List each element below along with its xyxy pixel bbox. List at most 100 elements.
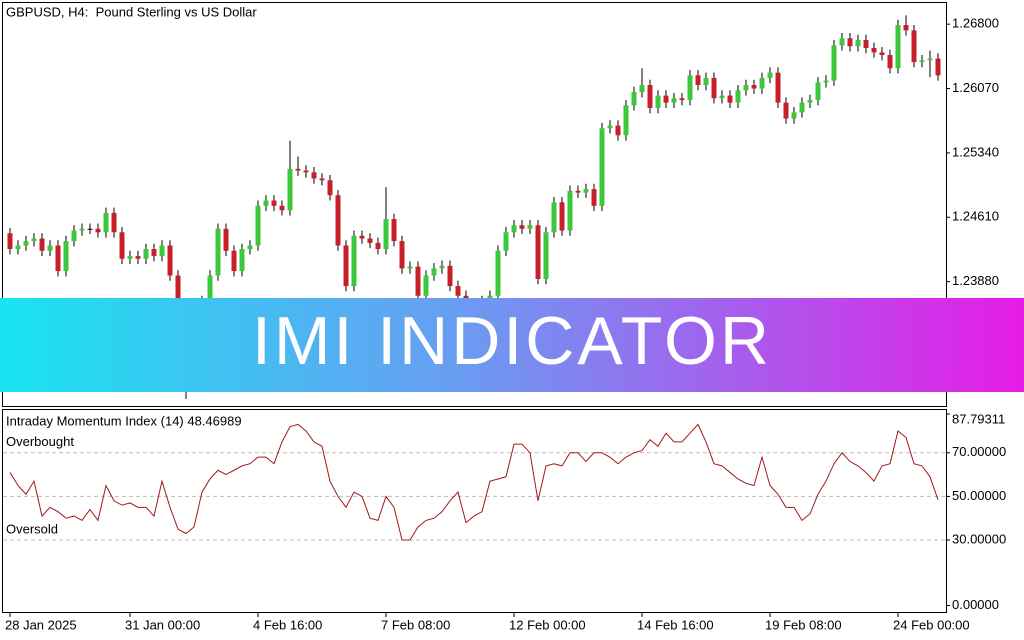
candle-body <box>95 228 101 233</box>
candle-body <box>823 80 829 83</box>
y-tick-label: 30.00000 <box>952 531 1006 546</box>
candle-body <box>935 58 941 76</box>
candle-body <box>551 202 557 233</box>
candle-body <box>679 98 685 101</box>
candle-body <box>663 95 669 103</box>
candle-body <box>639 85 645 93</box>
candle-body <box>895 25 901 69</box>
candle-body <box>335 195 341 246</box>
level-label: Overbought <box>6 434 74 449</box>
candle-body <box>279 205 285 211</box>
candle-body <box>775 72 781 103</box>
candle-body <box>607 125 613 129</box>
candle-body <box>735 90 741 103</box>
candle-body <box>231 250 237 272</box>
candle-body <box>159 245 165 257</box>
y-tick-label: 1.25340 <box>952 144 999 159</box>
candle-body <box>319 178 325 181</box>
candle-body <box>295 168 301 171</box>
candle-body <box>23 241 29 246</box>
price-panel-frame <box>2 2 947 407</box>
candle-body <box>31 238 37 242</box>
candle-body <box>599 128 605 206</box>
candle-body <box>143 249 149 259</box>
candle-body <box>791 112 797 119</box>
candle-body <box>879 52 885 56</box>
candle-body <box>647 85 653 108</box>
candle-body <box>327 180 333 196</box>
candle-body <box>415 266 421 296</box>
candle-body <box>367 238 373 243</box>
candle-body <box>855 40 861 47</box>
candle-body <box>831 45 837 81</box>
candle-body <box>495 250 501 296</box>
x-tick-label: 14 Feb 16:00 <box>637 617 714 632</box>
candle-body <box>743 85 749 91</box>
y-tick-label: 70.00000 <box>952 444 1006 459</box>
candle-body <box>527 225 533 229</box>
y-tick-label: 87.79311 <box>952 411 1005 426</box>
candle-body <box>71 230 77 242</box>
candle-body <box>455 286 461 296</box>
candle-body <box>911 30 917 63</box>
candle-body <box>247 245 253 250</box>
candle-body <box>591 189 597 206</box>
candle-body <box>583 189 589 193</box>
candle-body <box>847 38 853 47</box>
y-tick-label: 0.00000 <box>952 597 999 612</box>
candle-body <box>263 200 269 206</box>
candle-body <box>207 275 213 302</box>
candle-body <box>903 25 909 31</box>
candle-body <box>103 212 109 233</box>
x-tick-label: 31 Jan 00:00 <box>125 617 200 632</box>
imi-line <box>9 423 939 541</box>
candle-body <box>759 77 765 89</box>
candle-body <box>887 55 893 69</box>
candle-body <box>511 225 517 233</box>
candle-body <box>767 72 773 78</box>
candle-body <box>111 212 117 233</box>
candle-body <box>623 105 629 136</box>
candle-body <box>351 235 357 287</box>
candle-body <box>575 190 581 193</box>
candle-body <box>447 265 453 287</box>
candle-body <box>567 190 573 231</box>
candle-body <box>375 242 381 250</box>
x-tick-label: 19 Feb 08:00 <box>765 617 842 632</box>
candle-body <box>47 245 53 251</box>
level-label: Oversold <box>6 521 58 536</box>
candle-body <box>839 38 845 46</box>
candle-body <box>655 95 661 108</box>
candle-body <box>703 77 709 86</box>
candle-body <box>287 168 293 211</box>
candle-body <box>167 245 173 276</box>
y-tick-label: 1.23880 <box>952 273 999 288</box>
candle-body <box>519 225 525 229</box>
candle-body <box>303 170 309 173</box>
candle-body <box>311 172 317 179</box>
candle-body <box>751 85 757 89</box>
candle-body <box>223 228 229 251</box>
x-tick-label: 4 Feb 16:00 <box>253 617 322 632</box>
indicator-title: Intraday Momentum Index (14) 48.46989 <box>6 413 242 428</box>
candle-body <box>271 200 277 206</box>
candle-body <box>135 256 141 259</box>
candle-body <box>919 60 925 63</box>
price-title: GBPUSD, H4: Pound Sterling vs US Dollar <box>6 4 257 19</box>
candle-body <box>79 228 85 231</box>
banner-background <box>0 298 1024 392</box>
banner: IMI INDICATOR <box>0 298 1024 392</box>
candle-body <box>63 241 69 272</box>
y-tick-label: 1.24610 <box>952 209 999 224</box>
indicator-panel-frame <box>2 409 947 613</box>
candle-body <box>383 219 389 250</box>
x-tick-label: 24 Feb 00:00 <box>893 617 970 632</box>
candle-body <box>39 238 45 251</box>
candle-body <box>799 102 805 113</box>
candle-body <box>391 219 397 242</box>
x-tick-label: 7 Feb 08:00 <box>381 617 450 632</box>
x-tick-label: 28 Jan 2025 <box>5 617 77 632</box>
candle-body <box>815 82 821 101</box>
